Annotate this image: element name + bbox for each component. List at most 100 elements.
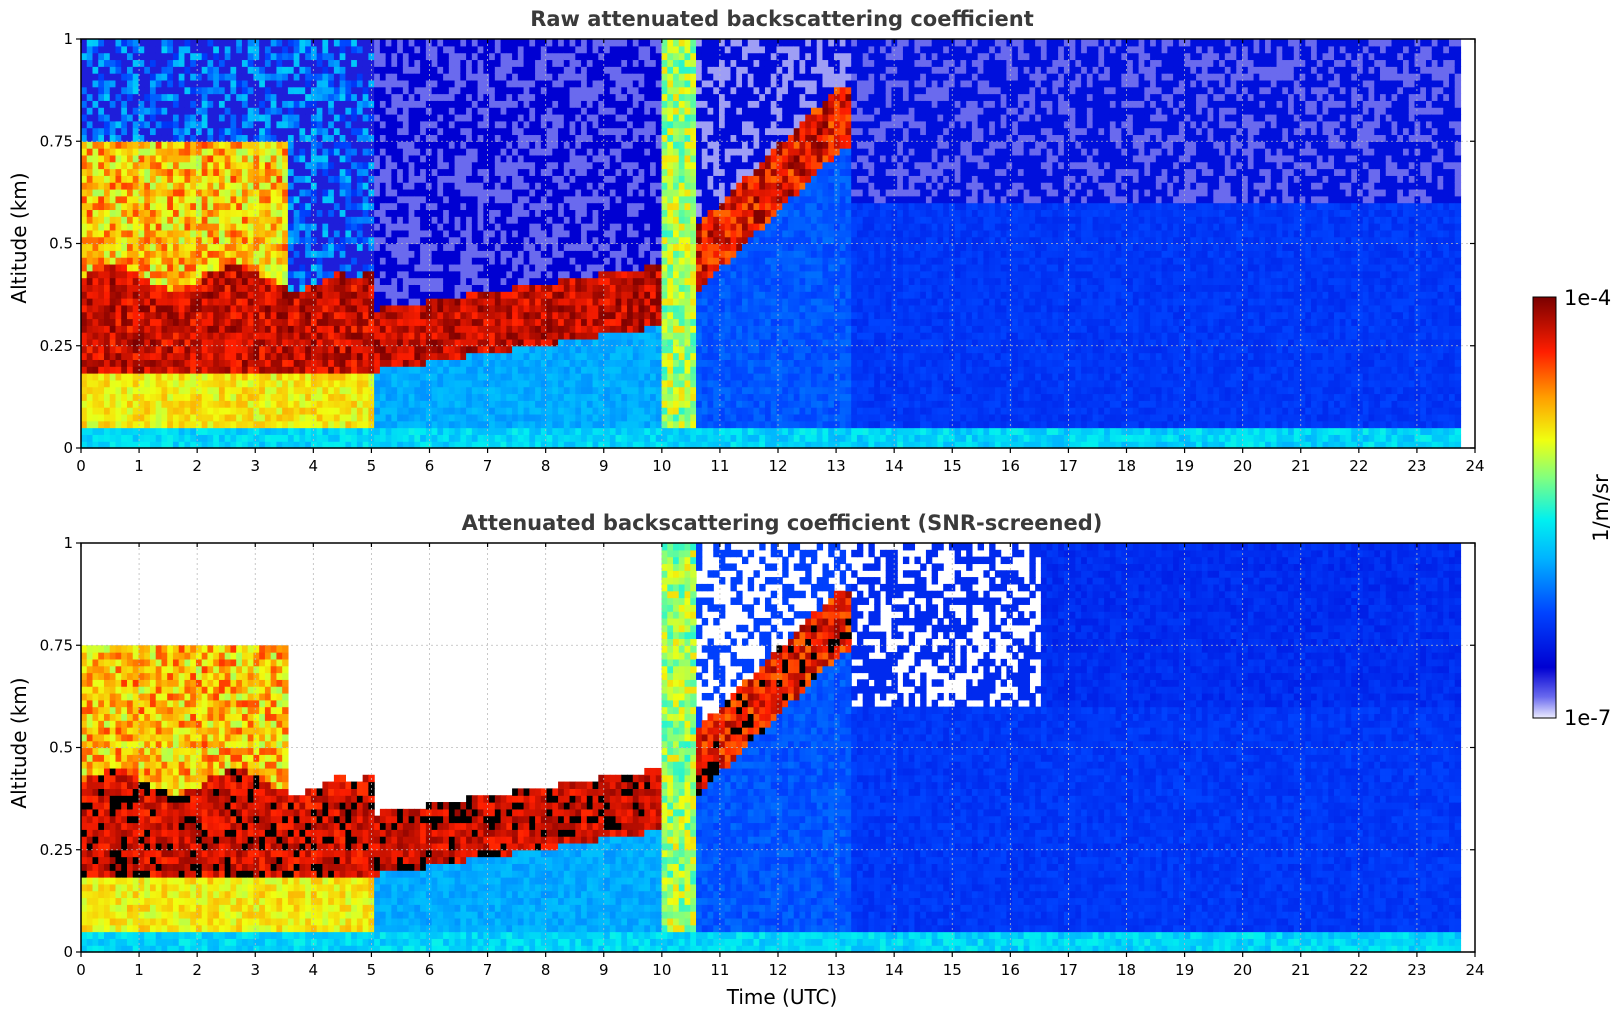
heatmap-cell [420,66,427,74]
heatmap-cell [236,359,243,367]
heatmap-cell [218,291,226,299]
heatmap-cell [489,73,496,81]
heatmap-cell [368,400,375,408]
heatmap-cell [282,100,289,108]
heatmap-cell [195,420,203,429]
heatmap-cell [138,113,145,122]
heatmap-cell [276,182,283,190]
heatmap-cell [535,161,542,170]
heatmap-cell [477,338,484,347]
heatmap-cell [339,332,346,340]
heatmap-cell [264,434,272,442]
heatmap-cell [270,311,278,320]
heatmap-cell [471,270,479,279]
heatmap-cell [517,359,525,367]
heatmap-cell [483,59,490,67]
heatmap-cell [512,107,519,115]
heatmap-cell [477,250,484,258]
heatmap-cell [115,182,122,190]
heatmap-cell [512,373,519,381]
heatmap-cell [92,338,99,347]
heatmap-cell [316,59,324,67]
heatmap-cell [259,168,266,176]
heatmap-cell [471,420,479,429]
heatmap-cell [483,168,490,176]
heatmap-cell [489,250,496,258]
heatmap-cell [155,366,163,374]
heatmap-cell [379,379,387,388]
heatmap-cell [316,175,324,183]
heatmap-cell [195,318,203,326]
heatmap-cell [259,352,266,360]
heatmap-cell [414,420,421,429]
heatmap-cell [259,195,266,204]
heatmap-cell [385,148,392,156]
heatmap-cell [328,263,335,272]
heatmap-cell [391,359,398,367]
heatmap-cell [299,434,306,442]
heatmap-cell [368,154,375,163]
heatmap-cell [443,304,450,313]
heatmap-cell [126,400,134,408]
heatmap-cell [224,284,232,292]
heatmap-cell [345,345,352,354]
heatmap-cell [489,325,496,333]
heatmap-cell [167,366,174,374]
heatmap-cell [546,175,553,183]
heatmap-cell [282,373,289,381]
heatmap-cell [385,195,392,204]
heatmap-cell [264,263,272,272]
heatmap-cell [155,175,163,183]
heatmap-cell [195,393,203,401]
heatmap-cell [138,407,145,415]
heatmap-cell [172,39,180,47]
heatmap-cell [483,73,490,81]
heatmap-cell [138,182,145,190]
heatmap-cell [425,325,433,333]
heatmap-cell [483,202,490,211]
heatmap-cell [247,386,255,395]
heatmap-cell [224,148,232,156]
heatmap-cell [201,182,209,190]
heatmap-cell [414,216,421,224]
heatmap-cell [420,141,427,149]
heatmap-cell [466,45,473,54]
heatmap-cell [425,195,433,204]
heatmap-cell [460,45,467,54]
heatmap-cell [293,134,301,142]
heatmap-cell [167,100,174,108]
heatmap-cell [466,202,473,211]
heatmap-cell [178,134,186,142]
heatmap-cell [287,379,295,388]
heatmap-cell [310,434,318,442]
heatmap-cell [109,66,117,74]
heatmap-cell [138,345,145,354]
heatmap-cell [184,120,191,129]
heatmap-cell [500,120,507,129]
heatmap-cell [253,318,260,326]
heatmap-cell [287,420,295,429]
heatmap-cell [287,250,295,258]
heatmap-cell [437,79,444,88]
heatmap-cell [305,127,312,136]
heatmap-cell [500,148,507,156]
heatmap-cell [339,257,346,265]
heatmap-cell [184,39,191,47]
heatmap-cell [454,209,461,217]
heatmap-cell [431,73,438,81]
heatmap-cell [425,59,433,67]
heatmap-cell [431,100,438,108]
heatmap-cell [224,59,232,67]
heatmap-cell [86,182,94,190]
heatmap-cell [155,393,163,401]
heatmap-cell [425,229,433,238]
heatmap-cell [213,73,220,81]
heatmap-cell [328,202,335,211]
heatmap-cell [190,175,197,183]
heatmap-cell [529,332,536,340]
heatmap-cell [512,154,519,163]
heatmap-cell [172,66,180,74]
heatmap-cell [517,209,525,217]
heatmap-cell [454,86,461,95]
heatmap-cell [305,113,312,122]
